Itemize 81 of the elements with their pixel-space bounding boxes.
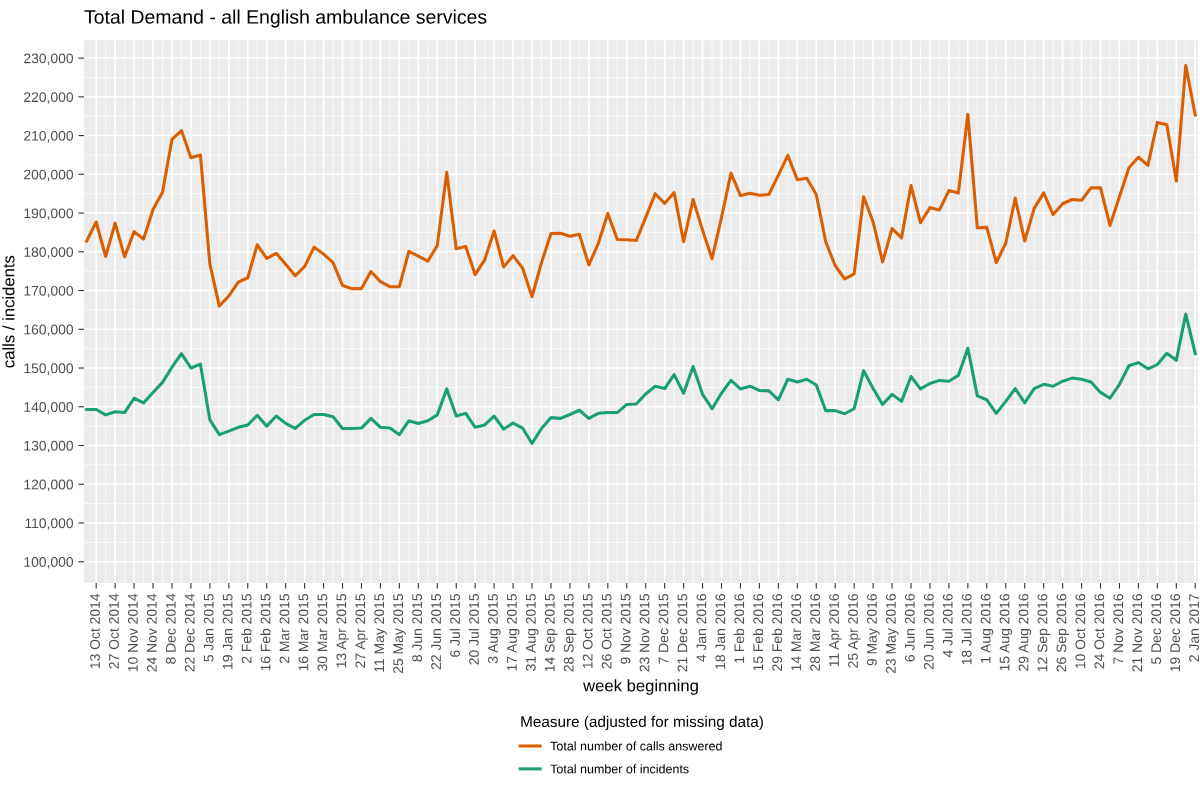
x-tick-label: 1 Aug 2016 bbox=[980, 594, 994, 663]
x-tick-label: 7 Nov 2016 bbox=[1113, 594, 1124, 664]
x-tick-label: 18 Jan 2016 bbox=[715, 594, 726, 669]
x-tick-label: 21 Nov 2016 bbox=[1132, 594, 1143, 672]
x-tick-label: 21 Dec 2015 bbox=[677, 594, 688, 672]
x-tick-label: 18 Jul 2016 bbox=[961, 594, 972, 665]
x-tick-label: 16 Mar 2015 bbox=[298, 594, 309, 671]
x-tick-label: 20 Jul 2015 bbox=[468, 594, 479, 665]
x-tick-label: 15 Feb 2016 bbox=[752, 594, 764, 671]
x-tick-label: 29 Feb 2016 bbox=[771, 594, 783, 671]
x-tick-label: 6 Jun 2016 bbox=[904, 594, 915, 662]
x-tick-label: 26 Oct 2015 bbox=[601, 594, 612, 669]
x-tick-label: 19 Jan 2015 bbox=[222, 594, 233, 669]
y-tick-label: 150,000 bbox=[24, 363, 74, 375]
x-tick-label: 2 Jan 2017 bbox=[1189, 594, 1199, 662]
x-tick-label: 7 Dec 2015 bbox=[658, 594, 669, 664]
x-tick-label: 17 Aug 2015 bbox=[506, 594, 520, 671]
x-tick-label: 10 Oct 2016 bbox=[1075, 594, 1086, 669]
x-tick-label: 12 Oct 2015 bbox=[582, 594, 593, 669]
y-tick-label: 180,000 bbox=[24, 247, 74, 259]
y-tick-label: 100,000 bbox=[24, 557, 74, 569]
x-tick-label: 8 Jun 2015 bbox=[412, 594, 423, 662]
y-tick-label: 170,000 bbox=[24, 285, 74, 298]
y-tick-label: 220,000 bbox=[24, 92, 74, 104]
x-tick-label: 24 Oct 2016 bbox=[1094, 594, 1105, 669]
legend-label: Total number of calls answered bbox=[550, 741, 722, 751]
x-tick-label: 22 Dec 2014 bbox=[184, 593, 195, 672]
x-tick-label: 2 Mar 2015 bbox=[279, 594, 290, 663]
x-tick-label: 2 Feb 2015 bbox=[241, 594, 252, 663]
x-tick-label: 11 Apr 2016 bbox=[829, 594, 842, 667]
y-axis-title: calls / incidents bbox=[2, 255, 15, 368]
chart-title: Total Demand - all English ambulance services bbox=[84, 9, 487, 28]
x-tick-label: 31 Aug 2015 bbox=[525, 594, 539, 671]
x-tick-label: 12 Sep 2016 bbox=[1037, 594, 1051, 672]
x-axis-title: week beginning bbox=[583, 679, 698, 695]
x-tick-label: 15 Aug 2016 bbox=[999, 594, 1013, 671]
x-tick-label: 16 Feb 2015 bbox=[260, 594, 271, 671]
y-tick-label: 160,000 bbox=[24, 324, 74, 337]
x-tick-label: 10 Nov 2014 bbox=[127, 593, 138, 672]
y-tick-label: 120,000 bbox=[24, 479, 74, 492]
x-tick-label: 19 Dec 2016 bbox=[1170, 594, 1181, 672]
x-tick-label: 25 Apr 2016 bbox=[848, 594, 861, 668]
x-tick-label: 4 Jul 2016 bbox=[942, 594, 953, 658]
y-tick-label: 230,000 bbox=[24, 53, 74, 65]
x-tick-label: 24 Nov 2014 bbox=[146, 593, 157, 672]
y-tick-label: 110,000 bbox=[25, 518, 74, 530]
x-tick-label: 28 Mar 2016 bbox=[810, 594, 820, 671]
y-tick-label: 190,000 bbox=[24, 208, 74, 220]
x-tick-label: 30 Mar 2015 bbox=[317, 594, 328, 671]
x-tick-label: 28 Sep 2015 bbox=[563, 594, 577, 672]
legend-label: Total number of incidents bbox=[550, 764, 689, 774]
x-tick-label: 25 May 2015 bbox=[393, 594, 406, 674]
y-tick-label: 130,000 bbox=[24, 440, 74, 453]
x-tick-label: 13 Apr 2015 bbox=[336, 594, 349, 668]
x-tick-label: 29 Aug 2016 bbox=[1018, 594, 1032, 671]
x-tick-label: 20 Jun 2016 bbox=[923, 594, 934, 670]
x-tick-label: 8 Dec 2014 bbox=[165, 593, 176, 664]
x-tick-label: 9 Nov 2015 bbox=[620, 594, 631, 664]
x-tick-label: 14 Mar 2016 bbox=[791, 594, 802, 671]
line-series bbox=[85, 312, 1197, 446]
x-tick-label: 5 Jan 2015 bbox=[203, 594, 214, 662]
x-tick-label: 1 Feb 2016 bbox=[733, 594, 745, 663]
y-tick-label: 140,000 bbox=[24, 402, 74, 414]
line-series bbox=[85, 63, 1197, 308]
x-tick-label: 26 Sep 2016 bbox=[1056, 594, 1070, 672]
x-tick-label: 14 Sep 2015 bbox=[544, 594, 558, 672]
x-tick-label: 4 Jan 2016 bbox=[696, 594, 707, 662]
x-tick-label: 6 Jul 2015 bbox=[449, 594, 460, 657]
legend-title: Measure (adjusted for missing data) bbox=[521, 715, 763, 731]
x-tick-label: 9 May 2016 bbox=[867, 594, 880, 666]
x-tick-label: 3 Aug 2015 bbox=[488, 594, 501, 664]
x-tick-label: 27 Oct 2014 bbox=[109, 593, 119, 669]
y-tick-label: 210,000 bbox=[24, 130, 74, 143]
x-tick-label: 27 Apr 2015 bbox=[355, 594, 368, 668]
x-tick-label: 11 May 2015 bbox=[374, 594, 387, 672]
x-tick-label: 23 May 2016 bbox=[885, 594, 899, 674]
x-tick-label: 22 Jun 2015 bbox=[431, 594, 441, 670]
y-tick-label: 200,000 bbox=[24, 169, 74, 182]
x-tick-label: 23 Nov 2015 bbox=[639, 594, 650, 672]
x-tick-label: 5 Dec 2016 bbox=[1151, 594, 1162, 664]
x-tick-label: 13 Oct 2014 bbox=[90, 593, 100, 669]
